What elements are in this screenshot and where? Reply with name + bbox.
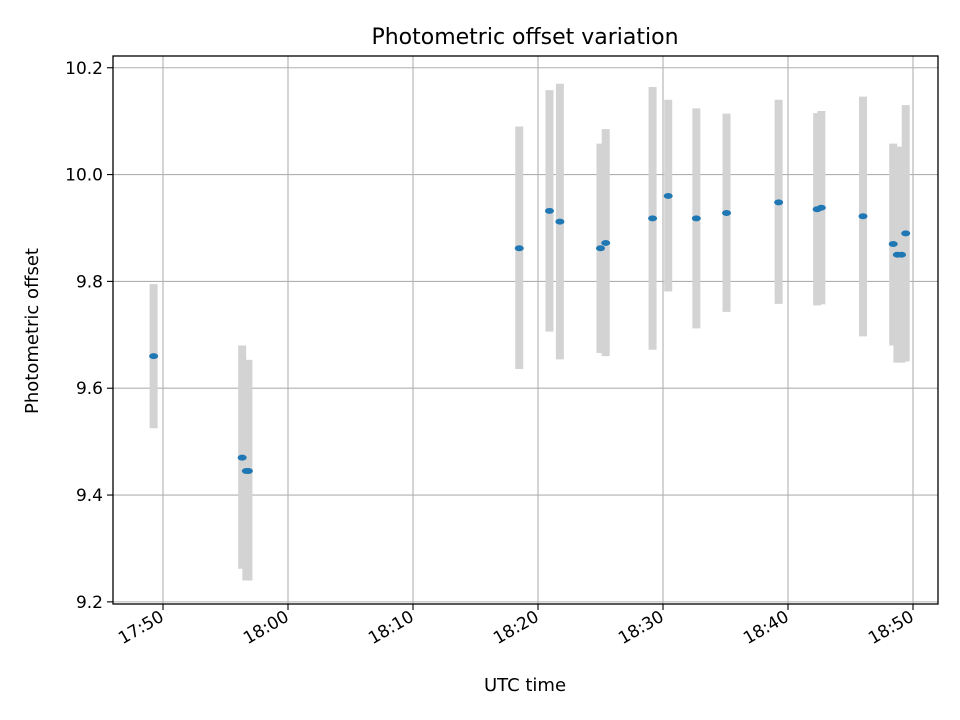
y-tick-label: 9.6 <box>76 379 103 399</box>
y-tick-label: 9.8 <box>76 272 103 292</box>
y-tick-label: 9.4 <box>76 486 103 506</box>
data-point <box>648 215 658 222</box>
x-tick-label: 18:50 <box>865 607 917 649</box>
data-point <box>888 241 898 248</box>
data-point <box>663 192 673 199</box>
y-tick-label: 10.2 <box>65 59 103 79</box>
data-markers <box>149 192 911 475</box>
data-point <box>601 239 611 246</box>
y-axis-ticks: 9.2 9.4 9.6 9.8 10.0 10.2 <box>65 59 113 613</box>
x-tick-label: 18:40 <box>740 607 792 649</box>
data-point <box>237 454 247 461</box>
data-point <box>691 215 701 222</box>
chart-title: Photometric offset variation <box>371 25 678 50</box>
data-point <box>514 245 524 252</box>
plot-frame <box>112 55 939 605</box>
data-point <box>774 199 784 206</box>
x-axis-label: UTC time <box>484 675 566 696</box>
y-tick-label: 10.0 <box>65 166 103 186</box>
x-tick-label: 18:20 <box>490 607 542 649</box>
x-tick-label: 18:00 <box>240 607 292 649</box>
data-point <box>897 251 907 258</box>
grid-lines <box>113 56 938 604</box>
error-bars <box>149 83 910 581</box>
data-point <box>243 468 253 475</box>
data-point <box>596 245 605 252</box>
data-point <box>858 213 868 220</box>
x-axis-ticks: 17:50 18:00 18:10 18:20 18:30 18:40 18:50 <box>115 604 918 649</box>
data-point <box>722 210 732 217</box>
x-tick-label: 17:50 <box>115 607 167 649</box>
y-tick-label: 9.2 <box>76 593 103 613</box>
x-tick-label: 18:30 <box>615 607 667 649</box>
data-point <box>816 204 826 211</box>
data-point <box>149 353 159 360</box>
y-axis-label: Photometric offset <box>22 248 43 414</box>
x-tick-label: 18:10 <box>365 607 417 649</box>
data-point <box>544 207 554 214</box>
data-point <box>901 230 911 237</box>
data-point <box>555 218 565 225</box>
